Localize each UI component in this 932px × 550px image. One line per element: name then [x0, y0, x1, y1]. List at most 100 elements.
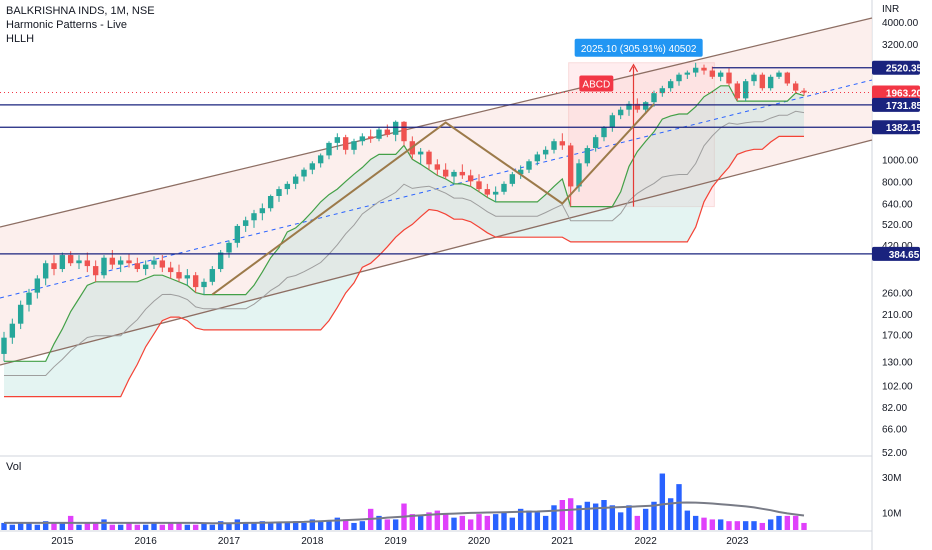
candle [459, 164, 466, 179]
candle-body [309, 163, 316, 170]
candle-body [542, 149, 549, 155]
candle-body [317, 155, 324, 164]
candle [301, 167, 307, 182]
candle [184, 269, 191, 286]
volume-bar [167, 522, 174, 530]
candle-body [517, 169, 524, 175]
candle-body [434, 164, 441, 170]
candle-body [792, 83, 799, 91]
candle [1, 331, 7, 362]
volume-bar [717, 519, 724, 530]
candle [717, 70, 724, 82]
candle [309, 161, 316, 175]
candle-body [467, 175, 474, 182]
volume-bar [417, 515, 424, 530]
volume-bar [159, 524, 166, 530]
volume-bar [101, 519, 107, 530]
candle [484, 183, 491, 198]
candle-body [759, 74, 766, 89]
candle [584, 145, 591, 167]
volume-bar [326, 521, 332, 530]
volume-bar [9, 524, 16, 530]
price-tag-bg [872, 60, 920, 75]
volume-pane-label[interactable]: Vol [6, 461, 22, 473]
candle [51, 255, 57, 276]
candle [34, 275, 41, 299]
candle-body [451, 171, 457, 177]
time-tick-label: 2022 [635, 536, 658, 547]
candle-body [426, 151, 432, 165]
candle [259, 203, 266, 221]
volume-bar [26, 522, 32, 530]
candle-body [551, 141, 557, 150]
candle-body [684, 72, 691, 75]
volume-bar [759, 522, 766, 530]
candle-body [242, 220, 249, 226]
abcd-label: ABCD [582, 79, 610, 90]
volume-bar [259, 521, 266, 530]
volume-bar [59, 522, 66, 530]
candle [159, 255, 166, 273]
volume-bar [142, 524, 149, 530]
time-tick-label: 2015 [51, 536, 74, 547]
candle-body [351, 141, 357, 150]
volume-bar [134, 524, 141, 530]
candle [526, 159, 532, 174]
candle-body [626, 103, 632, 110]
candle-body [459, 171, 466, 176]
indicator-fill-layer [4, 62, 804, 397]
volume-bar [451, 517, 457, 530]
candle-body [734, 83, 741, 99]
candle-body [26, 292, 32, 305]
price-tick-label: 640.00 [882, 199, 913, 210]
candle [792, 81, 799, 94]
volume-bar [184, 524, 191, 530]
volume-bar [351, 522, 357, 530]
candle [209, 266, 216, 286]
candle [226, 240, 232, 258]
indicator-harmonic-label[interactable]: Harmonic Patterns - Live [6, 19, 128, 31]
candle-body [217, 252, 224, 270]
candle [242, 216, 249, 232]
candle-body [59, 255, 66, 270]
volume-bar [651, 501, 657, 530]
time-tick-label: 2016 [135, 536, 158, 547]
candle [26, 288, 32, 312]
volume-bar [601, 500, 607, 530]
indicator-hllh-label[interactable]: HLLH [6, 33, 35, 45]
volume-bar [126, 522, 132, 530]
candle [176, 264, 182, 282]
volume-bar [709, 519, 716, 530]
candle [17, 300, 24, 330]
candle-body [209, 269, 216, 282]
volume-bar [684, 510, 691, 530]
price-tick-label: 102.00 [882, 381, 913, 392]
price-tick-label: 130.00 [882, 357, 913, 368]
volume-bar [292, 521, 299, 530]
candle-body [117, 260, 124, 265]
volume-bar [17, 522, 24, 530]
volume-bar [392, 519, 399, 530]
candle [359, 133, 366, 146]
candle [501, 181, 507, 195]
volume-bar [51, 522, 57, 530]
price-tick-label: 1000.00 [882, 155, 919, 166]
symbol-title[interactable]: BALKRISHNA INDS, 1M, NSE [6, 5, 155, 17]
candle [292, 174, 299, 190]
candle [76, 255, 82, 270]
candle [801, 88, 807, 96]
candle-body [292, 176, 299, 184]
volume-bar [792, 515, 799, 530]
candle [617, 106, 624, 120]
candle-body [601, 127, 607, 138]
volume-bar [334, 517, 341, 530]
candle-body [726, 72, 732, 84]
candle-body [1, 337, 7, 354]
volume-bar [409, 514, 416, 530]
candle-body [42, 263, 49, 279]
candle [92, 260, 99, 282]
time-tick-label: 2019 [385, 536, 408, 547]
candle-body [159, 260, 166, 268]
